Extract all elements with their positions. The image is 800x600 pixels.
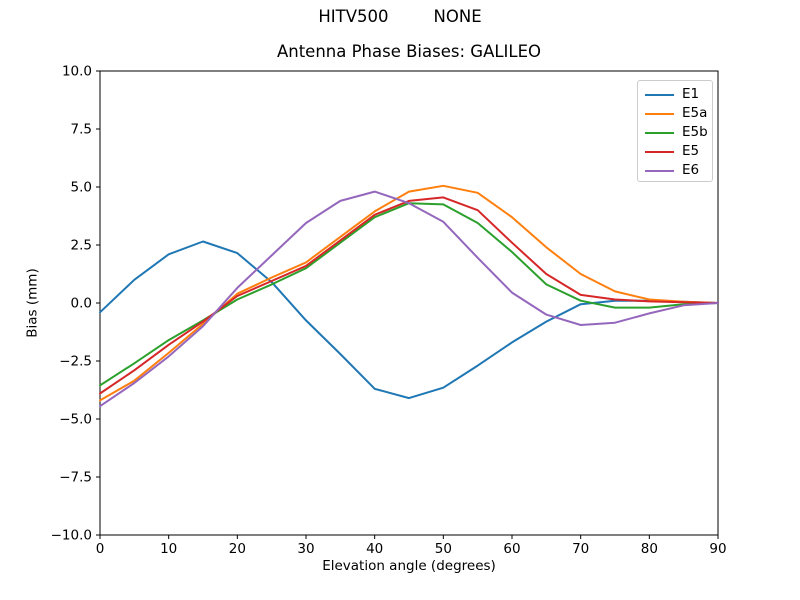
series-line-E1 <box>99 240 719 400</box>
suptitle-left: HITV500 <box>318 7 389 26</box>
x-axis-label: Elevation angle (degrees) <box>322 558 496 574</box>
y-tick-label: −7.5 <box>59 470 92 486</box>
y-tick-label: 5.0 <box>71 180 92 196</box>
suptitle: HITV500 NONE <box>0 7 800 26</box>
x-tick-label: 0 <box>96 541 105 557</box>
x-tick-label: 60 <box>503 541 520 557</box>
x-tick-label: 50 <box>435 541 452 557</box>
legend-swatch-e5a <box>645 112 674 115</box>
legend-item-e5: E5 <box>645 142 712 161</box>
axes-spines <box>99 70 719 536</box>
y-tick-label: −5.0 <box>59 412 92 428</box>
y-tick-label: 0.0 <box>71 296 92 312</box>
x-tick-label: 90 <box>709 541 726 557</box>
x-tick-label: 80 <box>641 541 658 557</box>
legend-item-e5a: E5a <box>645 104 712 123</box>
x-tick-label: 70 <box>572 541 589 557</box>
legend-swatch-e5 <box>645 150 674 153</box>
legend-item-e1: E1 <box>645 85 712 104</box>
legend-label-e5a: E5a <box>682 104 708 121</box>
legend-swatch-e5b <box>645 131 674 134</box>
x-tick-label: 30 <box>297 541 314 557</box>
x-tick-label: 40 <box>366 541 383 557</box>
y-tick-label: −2.5 <box>59 354 92 370</box>
legend-item-e5b: E5b <box>645 123 712 142</box>
legend: E1 E5a E5b E5 E6 <box>637 80 713 182</box>
y-axis-label: Bias (mm) <box>24 268 41 338</box>
legend-label-e1: E1 <box>682 85 700 102</box>
series-line-E6 <box>99 190 719 408</box>
series-line-E5a <box>99 184 719 402</box>
legend-swatch-e6 <box>645 169 674 172</box>
legend-item-e6: E6 <box>645 161 712 180</box>
y-tick-label: 2.5 <box>71 238 92 254</box>
y-tick-label: −10.0 <box>51 528 92 544</box>
x-tick-label: 20 <box>229 541 246 557</box>
legend-label-e5b: E5b <box>682 123 708 140</box>
suptitle-right: NONE <box>433 7 482 26</box>
legend-swatch-e1 <box>645 93 674 96</box>
series-line-E5 <box>99 196 719 395</box>
chart-title: Antenna Phase Biases: GALILEO <box>276 42 542 61</box>
legend-label-e5: E5 <box>682 142 700 159</box>
y-tick-label: 10.0 <box>62 64 92 80</box>
y-tick-label: 7.5 <box>71 122 92 138</box>
legend-label-e6: E6 <box>682 161 700 178</box>
x-tick-label: 10 <box>160 541 177 557</box>
